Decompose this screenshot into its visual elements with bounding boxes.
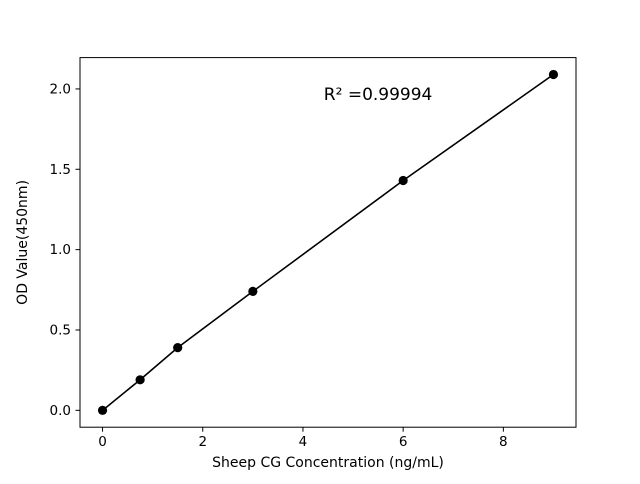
x-tick-label: 2 xyxy=(198,434,207,450)
fit-line xyxy=(102,73,554,411)
y-tick-label: 1.5 xyxy=(50,162,71,178)
y-tick-label: 0.5 xyxy=(50,322,71,338)
data-point xyxy=(398,175,408,186)
x-tick-label: 8 xyxy=(499,434,508,450)
y-tick-label: 0.0 xyxy=(50,403,71,419)
r-squared-annotation: R² =0.99994 xyxy=(324,85,433,105)
data-point xyxy=(135,375,145,385)
data-point xyxy=(97,405,108,415)
data-point xyxy=(173,343,183,353)
data-point xyxy=(248,286,258,297)
y-tick-label: 1.0 xyxy=(50,242,71,258)
y-axis-label: OD Value(450nm) xyxy=(15,180,31,305)
x-tick-label: 0 xyxy=(98,434,107,450)
data-point xyxy=(548,69,559,80)
y-tick-label: 2.0 xyxy=(50,81,71,97)
plot-border xyxy=(79,57,577,428)
x-axis-label: Sheep CG Concentration (ng/mL) xyxy=(212,455,444,471)
x-tick-label: 4 xyxy=(299,434,308,450)
x-tick-label: 6 xyxy=(399,434,408,450)
